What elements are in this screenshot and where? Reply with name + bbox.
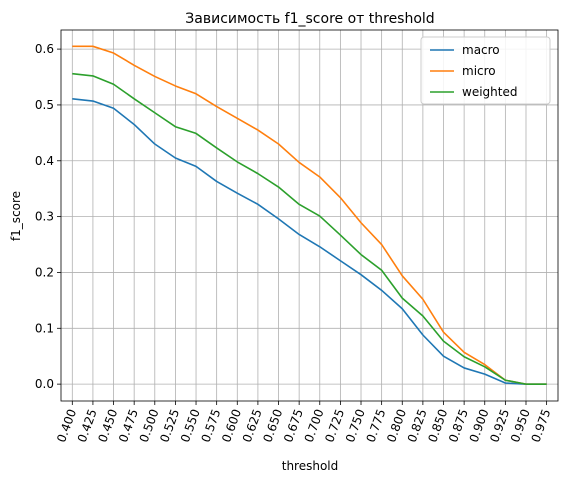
y-tick-label: 0.2 [35,265,54,279]
series-line-weighted [72,72,547,385]
y-tick-label: 0.1 [35,321,54,335]
legend-label-micro: micro [462,64,496,78]
legend-box [420,36,551,105]
series-lines [72,45,547,385]
chart-title: Зависимость f1_score от threshold [185,11,434,27]
plot-frame [60,29,559,402]
y-tick-label: 0.3 [35,210,54,224]
y-tick-label: 0.0 [35,377,54,391]
legend-label-weighted: weighted [462,85,517,99]
legend: macro micro weighted [420,36,551,105]
x-axis-ticks: 0.4000.4250.4500.4750.5000.5250.5500.575… [54,401,553,444]
legend-label-macro: macro [462,43,500,57]
y-tick-label: 0.6 [35,42,54,56]
y-axis-ticks: 0.0 0.1 0.2 0.3 0.4 0.5 0.6 [35,42,61,391]
x-axis-label: threshold [282,459,339,473]
series-line-micro [72,45,547,385]
y-axis-label: f1_score [9,191,23,241]
y-tick-label: 0.4 [35,154,54,168]
series-line-macro [72,97,547,385]
y-tick-label: 0.5 [35,98,54,112]
